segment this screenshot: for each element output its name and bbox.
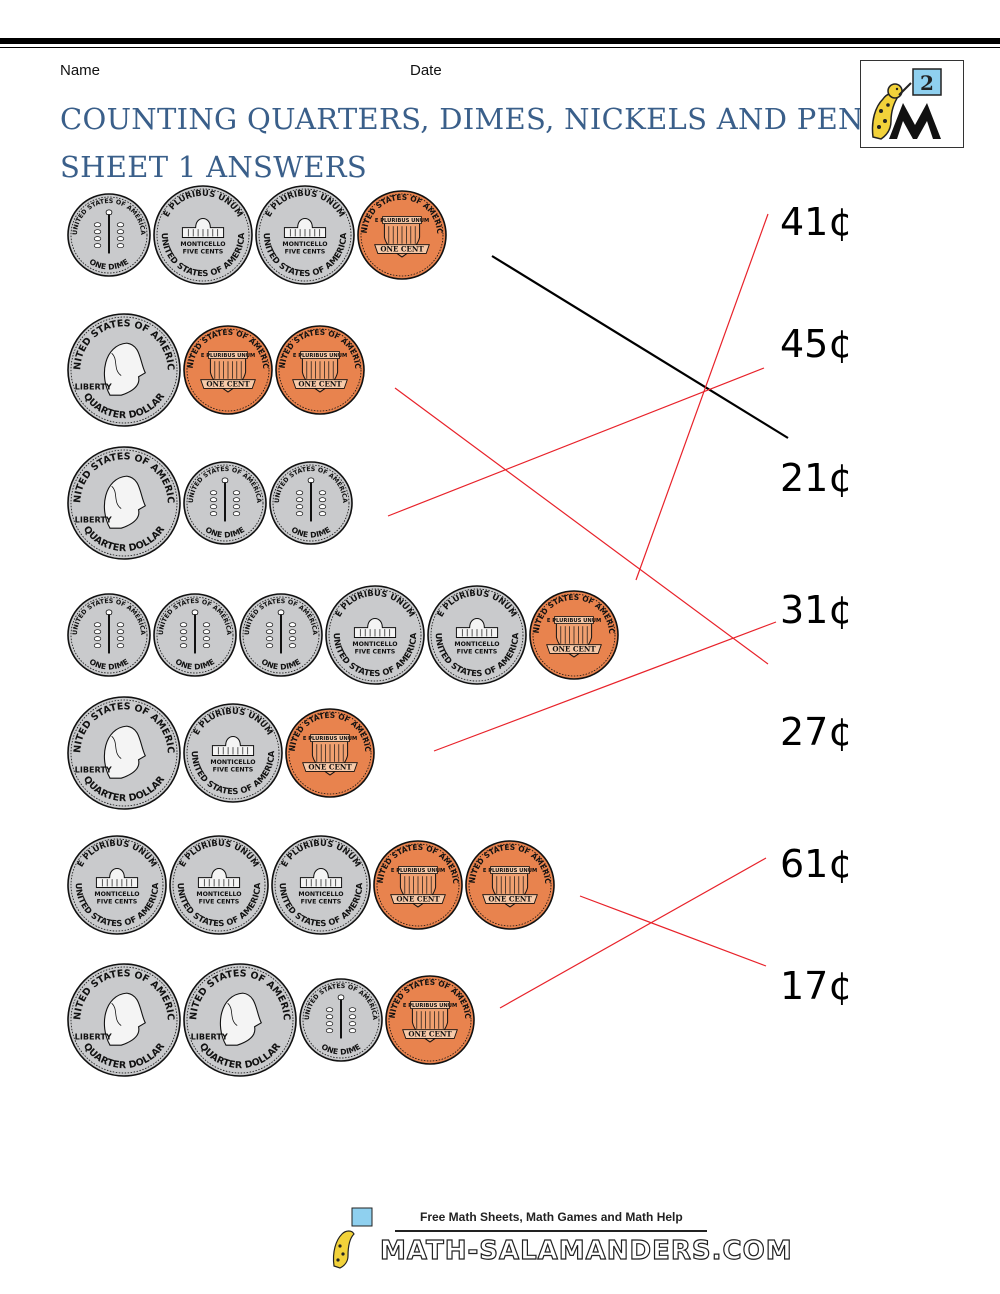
svg-text:E PLURIBUS UNUM: E PLURIBUS UNUM: [303, 736, 357, 742]
logo-badge-box: [912, 68, 942, 96]
svg-text:ONE CENT: ONE CENT: [396, 894, 440, 903]
svg-text:FIVE CENTS: FIVE CENTS: [183, 249, 224, 256]
date-label: Date: [410, 62, 442, 79]
svg-text:ONE DIME: ONE DIME: [320, 1042, 362, 1057]
svg-text:ONE CENT: ONE CENT: [380, 244, 424, 253]
answer-6: 61¢: [780, 842, 853, 886]
svg-text:ONE CENT: ONE CENT: [298, 379, 342, 388]
footer-divider: [395, 1230, 707, 1232]
svg-text:LIBERTY: LIBERTY: [75, 765, 112, 775]
svg-text:E PLURIBUS UNUM: E PLURIBUS UNUM: [293, 353, 347, 359]
match-line-row-3: [387, 367, 765, 517]
svg-text:E PLURIBUS UNUM: E PLURIBUS UNUM: [391, 868, 445, 874]
svg-text:FIVE CENTS: FIVE CENTS: [213, 767, 254, 774]
name-label: Name: [60, 62, 101, 79]
match-line-row-4: [635, 213, 769, 581]
svg-text:E PLURIBUS UNUM: E PLURIBUS UNUM: [375, 218, 429, 224]
matching-lines: [387, 213, 789, 1009]
logo-badge-number: 2: [920, 71, 934, 95]
match-line-row-6: [579, 895, 767, 967]
svg-text:MONTICELLO: MONTICELLO: [94, 891, 139, 898]
svg-text:MONTICELLO: MONTICELLO: [282, 241, 327, 248]
logo-m-glyph: [889, 103, 941, 139]
answer-7: 17¢: [780, 964, 853, 1008]
answer-5: 27¢: [780, 710, 853, 754]
footer-brand[interactable]: MATH-SALAMANDERS.COM: [379, 1235, 793, 1266]
answer-4: 31¢: [780, 588, 853, 632]
svg-text:E PLURIBUS UNUM: E PLURIBUS UNUM: [547, 618, 601, 624]
svg-text:ONE DIME: ONE DIME: [88, 657, 130, 672]
top-rule: [0, 38, 1000, 44]
svg-text:UNITED STATES OF AMERICA: UNITED STATES OF AMERICA: [0, 0, 270, 369]
svg-text:MONTICELLO: MONTICELLO: [210, 759, 255, 766]
svg-text:ONE CENT: ONE CENT: [206, 379, 250, 388]
svg-text:FIVE CENTS: FIVE CENTS: [199, 899, 240, 906]
svg-text:ONE CENT: ONE CENT: [488, 894, 532, 903]
match-line-row-2: [394, 387, 769, 665]
svg-text:E PLURIBUS UNUM: E PLURIBUS UNUM: [201, 353, 255, 359]
worksheet-title: COUNTING QUARTERS, DIMES, NICKELS AND PE…: [60, 102, 943, 136]
svg-text:ONE CENT: ONE CENT: [552, 644, 596, 653]
svg-text:FIVE CENTS: FIVE CENTS: [285, 249, 326, 256]
quarter-coin: UNITED STATES OF AMERICAQUARTER DOLLARLI…: [0, 0, 181, 560]
svg-text:MONTICELLO: MONTICELLO: [196, 891, 241, 898]
svg-text:ONE DIME: ONE DIME: [260, 657, 302, 672]
svg-text:MONTICELLO: MONTICELLO: [352, 641, 397, 648]
svg-text:ONE CENT: ONE CENT: [308, 762, 352, 771]
svg-text:E PLURIBUS UNUM: E PLURIBUS UNUM: [483, 868, 537, 874]
svg-text:FIVE CENTS: FIVE CENTS: [97, 899, 138, 906]
svg-text:ONE DIME: ONE DIME: [88, 257, 130, 272]
svg-text:FIVE CENTS: FIVE CENTS: [301, 899, 342, 906]
svg-text:LIBERTY: LIBERTY: [75, 1032, 112, 1042]
svg-text:FIVE CENTS: FIVE CENTS: [355, 649, 396, 656]
match-line-row-5: [433, 621, 777, 752]
answer-2: 45¢: [780, 322, 853, 366]
salamander-logo: 2: [860, 60, 964, 148]
svg-text:LIBERTY: LIBERTY: [75, 382, 112, 392]
svg-text:LIBERTY: LIBERTY: [75, 515, 112, 525]
top-rule-thin: [0, 47, 1000, 48]
svg-text:LIBERTY: LIBERTY: [191, 1032, 228, 1042]
match-line-row-1: [491, 255, 789, 439]
svg-text:MONTICELLO: MONTICELLO: [454, 641, 499, 648]
svg-text:ONE DIME: ONE DIME: [204, 525, 246, 540]
svg-text:ONE DIME: ONE DIME: [290, 525, 332, 540]
svg-text:ONE DIME: ONE DIME: [174, 657, 216, 672]
footer-salamander-icon: [332, 1207, 373, 1269]
footer-tagline: Free Math Sheets, Math Games and Math He…: [420, 1210, 683, 1224]
svg-text:E PLURIBUS UNUM: E PLURIBUS UNUM: [403, 1003, 457, 1009]
answer-1: 41¢: [780, 200, 853, 244]
answer-3: 21¢: [780, 456, 853, 500]
svg-text:MONTICELLO: MONTICELLO: [180, 241, 225, 248]
worksheet-subtitle: SHEET 1 ANSWERS: [60, 150, 368, 184]
svg-text:ONE CENT: ONE CENT: [408, 1029, 452, 1038]
svg-text:FIVE CENTS: FIVE CENTS: [457, 649, 498, 656]
svg-text:UNITED STATES OF AMERICA: UNITED STATES OF AMERICA: [0, 0, 362, 369]
svg-text:MONTICELLO: MONTICELLO: [298, 891, 343, 898]
match-line-row-7: [499, 857, 767, 1009]
svg-text:UNITED STATES OF AMERICA: UNITED STATES OF AMERICA: [0, 0, 176, 371]
